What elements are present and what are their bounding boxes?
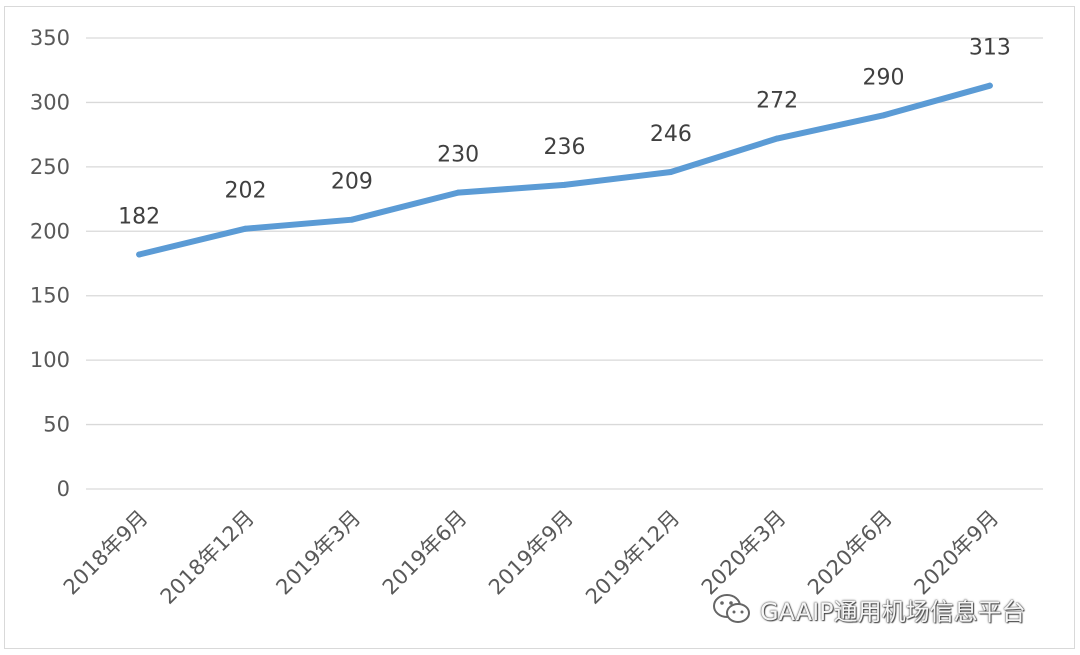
x-tick-label: 2020年6月 [803,506,897,600]
y-tick-label: 0 [57,477,70,501]
data-label: 202 [225,179,267,204]
data-label: 272 [756,89,798,114]
y-tick-label: 250 [30,155,70,179]
x-tick-label: 2019年3月 [271,506,365,600]
watermark-text: GAAIP通用机场信息平台 [760,597,1026,626]
data-point [667,169,674,176]
watermark: GAAIP通用机场信息平台 [712,592,1026,626]
data-label: 230 [437,143,479,168]
gridlines [86,37,1043,490]
data-point [242,225,249,232]
y-tick-label: 150 [30,284,70,308]
data-label: 290 [863,65,905,90]
data-label: 182 [118,204,160,229]
y-tick-label: 300 [30,90,70,114]
x-tick-label: 2020年9月 [909,506,1003,600]
x-tick-label: 2019年12月 [581,506,684,609]
data-point [561,181,568,188]
wechat-icon [713,594,750,623]
data-point [774,135,781,142]
y-tick-label: 200 [30,219,70,243]
data-label: 313 [969,36,1011,61]
x-tick-label: 2019年6月 [378,506,472,600]
x-tick-label: 2018年9月 [59,506,153,600]
data-label: 236 [544,135,586,160]
data-point [348,216,355,223]
x-tick-label: 2019年9月 [484,506,578,600]
series-layer [136,82,993,258]
y-tick-label: 50 [43,413,70,437]
x-tick-label: 2018年12月 [156,506,259,609]
data-point [986,82,993,89]
data-point [455,189,462,196]
data-label: 209 [331,170,373,195]
y-tick-label: 100 [30,348,70,372]
y-tick-label: 350 [30,26,70,50]
data-point [136,251,143,258]
y-axis-ticks: 0 50 100 150 200 250 300 350 [30,26,70,501]
series-line [136,82,993,258]
data-point [880,112,887,119]
data-labels: 182 202 209 230 236 246 272 290 313 [118,36,1011,230]
x-tick-label: 2020年3月 [697,506,791,600]
data-label: 246 [650,122,692,147]
